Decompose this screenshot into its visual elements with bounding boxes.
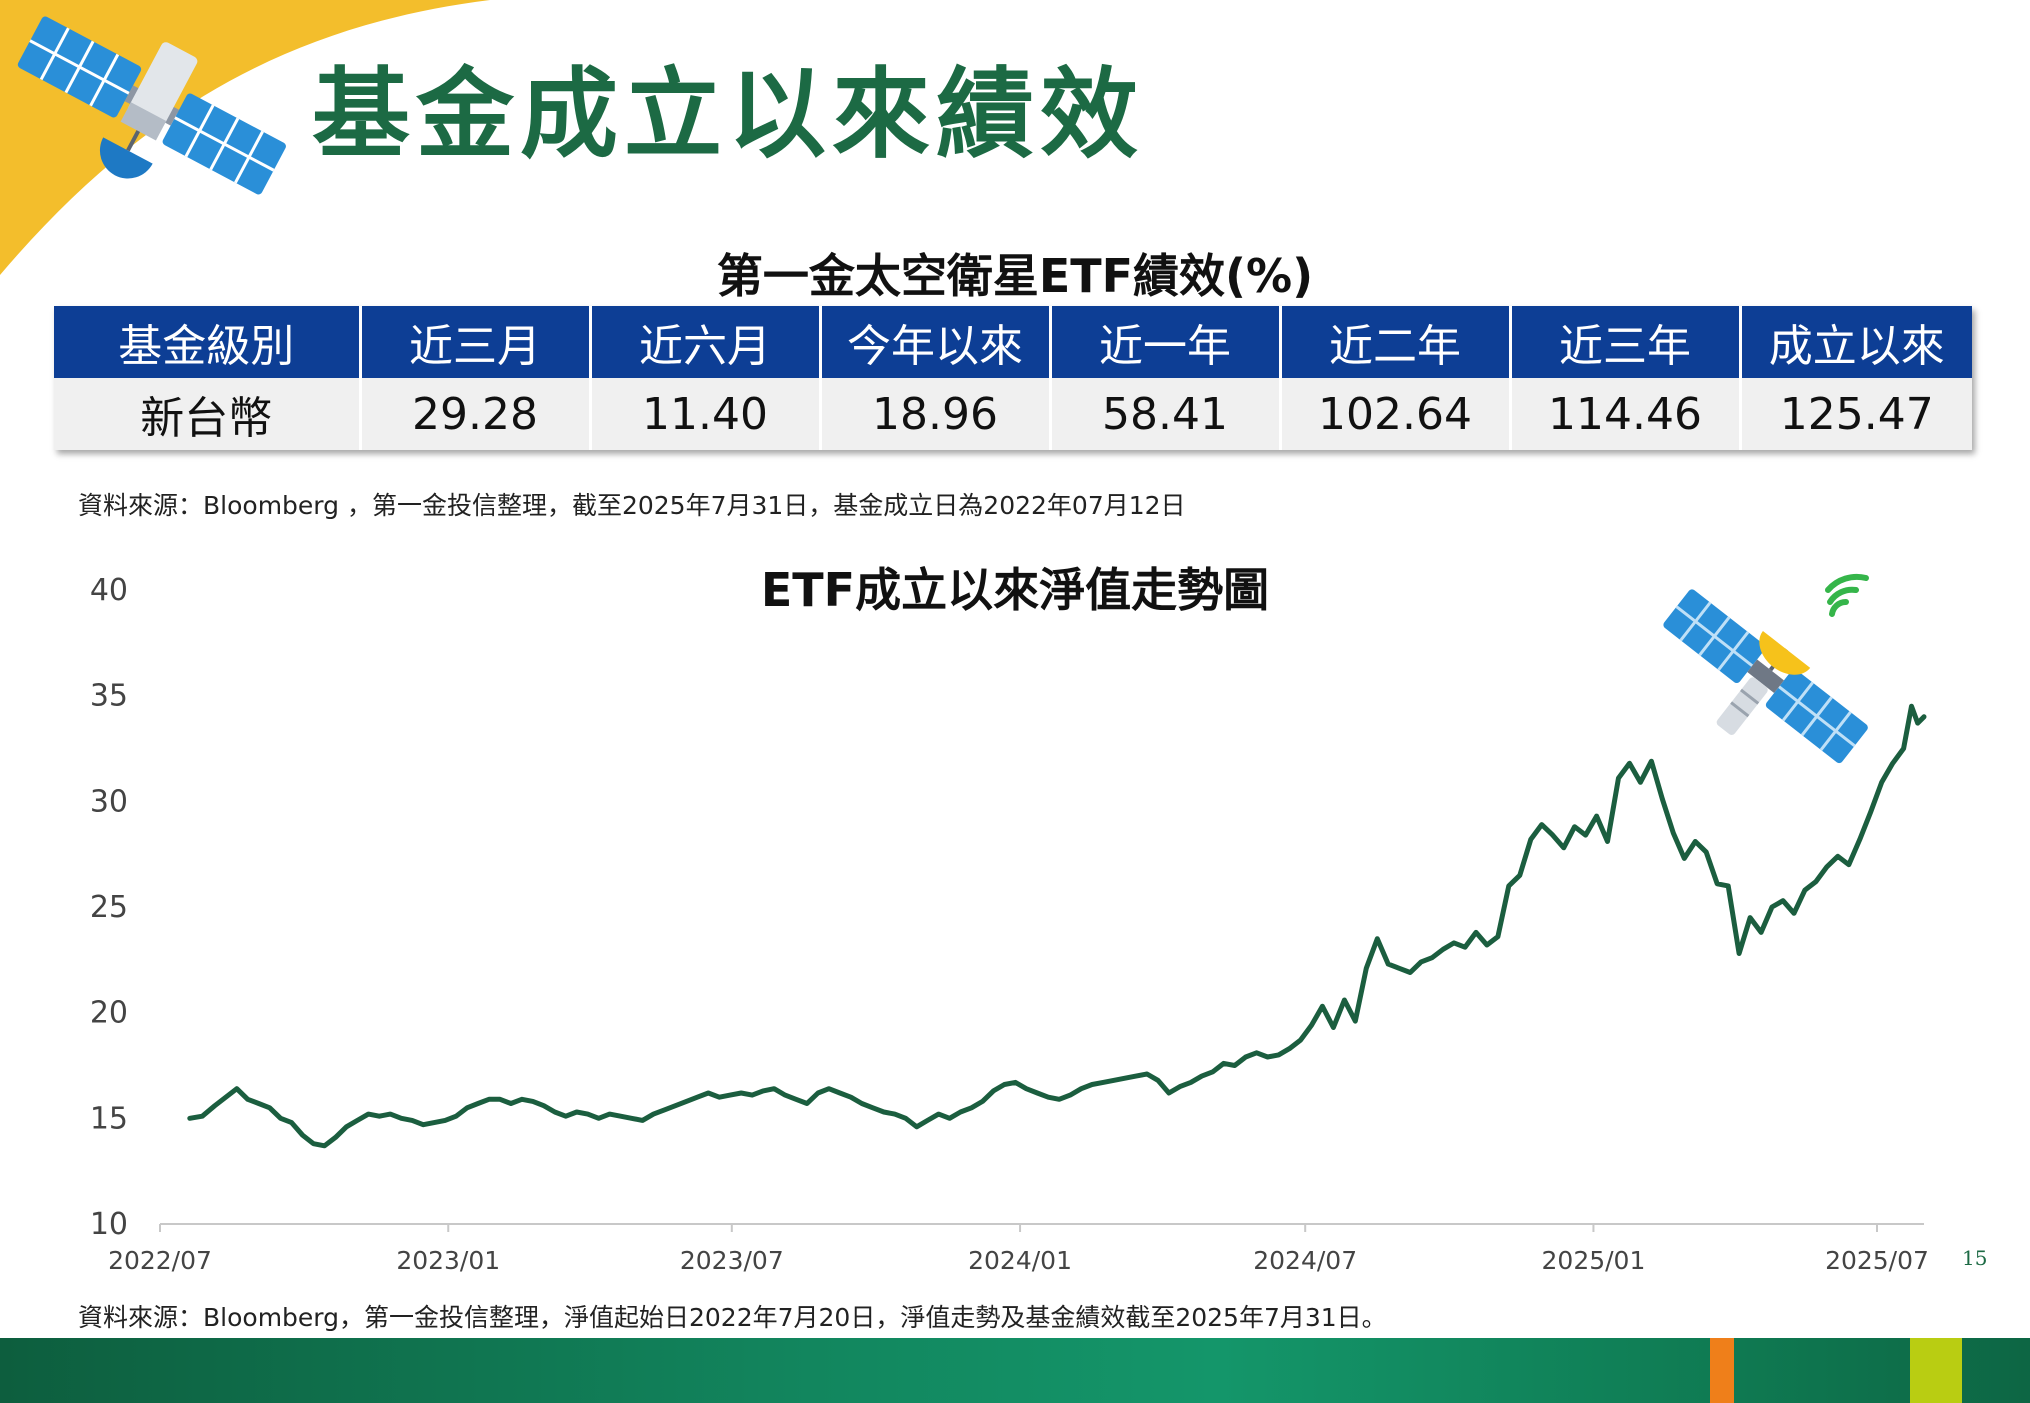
y-tick-label: 40	[90, 573, 128, 608]
y-tick-label: 25	[90, 890, 128, 925]
footer-accent-orange	[1710, 1338, 1734, 1403]
table-title: 第一金太空衛星ETF績效(%)	[716, 249, 1314, 303]
y-tick-label: 20	[90, 996, 128, 1031]
x-tick-label: 2023/01	[396, 1246, 500, 1275]
x-tick-label: 2024/07	[1253, 1246, 1357, 1275]
table-row: 新台幣 29.28 11.40 18.96 58.41 102.64 114.4…	[54, 378, 1972, 450]
page-number: 15	[1962, 1246, 1988, 1270]
x-tick-label: 2025/01	[1542, 1246, 1646, 1275]
cell-ytd: 18.96	[820, 378, 1052, 450]
y-tick-label: 30	[90, 784, 128, 819]
header-3-month: 近三月	[360, 306, 592, 378]
source-note-chart: 資料來源：Bloomberg，第一金投信整理，淨值起始日2022年7月20日，淨…	[78, 1303, 1387, 1332]
satellite-dish-icon	[1663, 573, 1869, 764]
header-since-inception: 成立以來	[1740, 306, 1972, 378]
header-6-month: 近六月	[590, 306, 822, 378]
header-3-year: 近三年	[1510, 306, 1742, 378]
y-tick-label: 10	[90, 1207, 128, 1242]
cell-3-year: 114.46	[1510, 378, 1742, 450]
cell-2-year: 102.64	[1280, 378, 1512, 450]
satellite-icon	[17, 16, 286, 195]
footer-accent-lime	[1910, 1338, 1962, 1403]
x-tick-label: 2022/07	[108, 1246, 212, 1275]
x-tick-label: 2025/07	[1825, 1246, 1929, 1275]
nav-series-line	[187, 703, 1927, 1149]
header-2-year: 近二年	[1280, 306, 1512, 378]
y-tick-label: 15	[90, 1101, 128, 1136]
cell-6-month: 11.40	[590, 378, 822, 450]
table-header-row: 基金級別 近三月 近六月 今年以來 近一年 近二年 近三年 成立以來	[54, 306, 1972, 378]
page-title: 基金成立以來績效	[312, 58, 1145, 172]
cell-fund-class: 新台幣	[54, 378, 362, 450]
cell-1-year: 58.41	[1050, 378, 1282, 450]
x-tick-label: 2023/07	[680, 1246, 784, 1275]
performance-table: 基金級別 近三月 近六月 今年以來 近一年 近二年 近三年 成立以來 新台幣 2…	[54, 306, 1972, 450]
header-ytd: 今年以來	[820, 306, 1052, 378]
nav-line-chart: 10 15 20 25 30 35 40 2022/07 2023/01 2023/07 2024/…	[90, 573, 1929, 1275]
x-tick-label: 2024/01	[968, 1246, 1072, 1275]
cell-since-inception: 125.47	[1740, 378, 1972, 450]
footer-band	[0, 1338, 2030, 1403]
y-tick-label: 35	[90, 679, 128, 714]
cell-3-month: 29.28	[360, 378, 592, 450]
chart-title: ETF成立以來淨值走勢圖	[760, 563, 1270, 617]
header-fund-class: 基金級別	[54, 306, 362, 378]
header-1-year: 近一年	[1050, 306, 1282, 378]
source-note-table: 資料來源：Bloomberg ，第一金投信整理，截至2025年7月31日，基金成…	[78, 491, 1186, 520]
